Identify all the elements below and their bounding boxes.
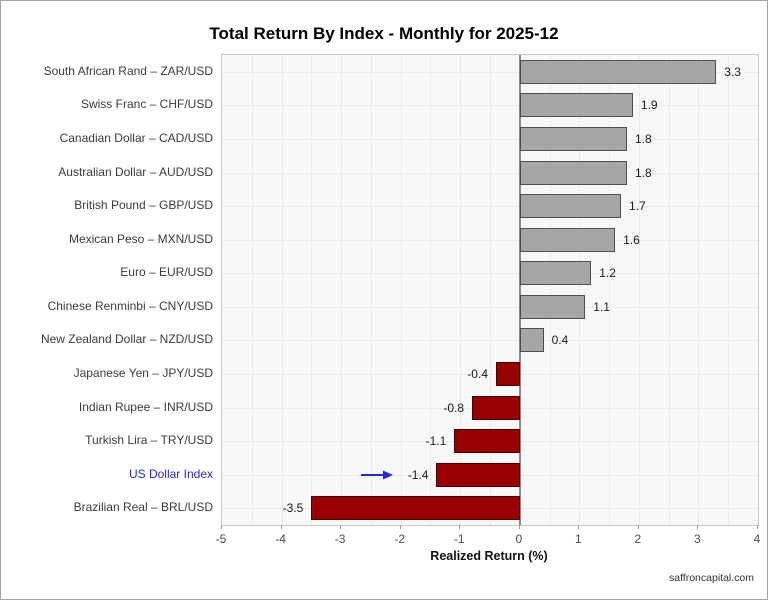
x-tick-label: -4 (275, 532, 286, 546)
gridline-horizontal (222, 340, 758, 342)
x-tick-mark (340, 525, 342, 529)
bar-value-label: 1.8 (635, 131, 652, 146)
category-label: Australian Dollar – AUD/USD (58, 164, 213, 179)
bar-value-label: 0.4 (551, 333, 569, 348)
gridline-vertical (638, 55, 640, 525)
gridline-vertical (311, 55, 313, 525)
chart-title: Total Return By Index - Monthly for 2025… (209, 24, 559, 43)
bar-value-label: 1.8 (635, 165, 652, 180)
category-label: British Pound – GBP/USD (74, 198, 213, 213)
gridline-vertical (460, 55, 462, 525)
bar (519, 160, 627, 185)
bar-value-label: 1.1 (593, 299, 610, 314)
category-label: Turkish Lira – TRY/USD (85, 433, 213, 448)
gridline-vertical (579, 55, 581, 525)
highlight-arrow-icon (360, 468, 394, 486)
category-label: Indian Rupee – INR/USD (78, 399, 213, 414)
bar (519, 93, 633, 118)
bar-value-label: -0.8 (443, 400, 465, 415)
bar (472, 395, 520, 420)
x-tick-label: -5 (215, 532, 227, 546)
x-tick-label: 1 (574, 532, 582, 546)
x-tick-label: 0 (515, 532, 523, 546)
gridline-horizontal (222, 71, 758, 73)
x-axis-title: Realized Return (%) (430, 549, 548, 563)
category-label: Japanese Yen – JPY/USD (73, 365, 213, 380)
gridline-horizontal (222, 206, 758, 208)
gridline-vertical (728, 55, 730, 525)
gridline-horizontal (222, 239, 758, 241)
x-tick-label: -3 (334, 532, 346, 546)
category-label: Mexican Peso – MXN/USD (68, 231, 213, 246)
gridline-horizontal (222, 172, 758, 174)
bar (519, 328, 544, 353)
x-tick-mark (221, 525, 222, 529)
x-tick-mark (399, 525, 401, 529)
gridline-vertical (549, 55, 551, 525)
gridline-horizontal (222, 373, 758, 375)
category-label: South African Rand – ZAR/USD (43, 63, 213, 78)
x-tick-mark (757, 525, 758, 529)
bar-value-label: 1.9 (640, 98, 658, 113)
gridline-vertical (609, 55, 611, 525)
bar (519, 126, 627, 151)
bar (519, 294, 586, 319)
bar-value-label: 1.6 (623, 232, 640, 247)
bar (496, 361, 520, 386)
x-tick-mark (637, 525, 639, 529)
gridline-vertical (370, 55, 372, 525)
gridline-vertical (490, 55, 491, 525)
plot-area: 3.3 1.9 1.8 1.8 1.7 1.6 1.2 1.1 0.4 -0.4 -0.8 -1.1 -… (221, 54, 759, 526)
x-tick-label: -2 (394, 532, 406, 546)
gridline-vertical (251, 55, 253, 525)
x-tick-mark (578, 525, 580, 529)
bar (436, 462, 520, 487)
x-tick-mark (280, 525, 282, 529)
gridline-horizontal (222, 273, 758, 275)
x-tick-mark (459, 525, 461, 529)
bar (519, 59, 717, 84)
gridline-horizontal (222, 306, 758, 308)
x-tick-mark (518, 525, 520, 529)
gridline-vertical (698, 55, 700, 525)
category-label: New Zealand Dollar – NZD/USD (40, 332, 213, 347)
gridline-vertical (341, 55, 343, 525)
bar (519, 227, 616, 252)
category-label: US Dollar Index (128, 466, 213, 481)
gridline-horizontal (222, 138, 758, 140)
gridline-vertical (281, 55, 283, 525)
bar-value-label: -3.5 (282, 501, 304, 516)
gridline-horizontal (222, 105, 758, 107)
bar (519, 261, 592, 286)
category-label: Canadian Dollar – CAD/USD (59, 130, 213, 145)
x-tick-label: 2 (634, 532, 642, 546)
gridline-vertical (430, 55, 432, 525)
category-label: Swiss Franc – CHF/USD (80, 97, 213, 112)
bar (311, 496, 520, 521)
bar-value-label: -1.1 (425, 434, 447, 449)
bar-value-label: -1.4 (407, 467, 429, 482)
gridline-vertical (400, 55, 402, 525)
gridline-vertical (668, 55, 670, 525)
footer-watermark: saffroncapital.com (668, 572, 754, 584)
bar-value-label: 1.2 (599, 266, 616, 281)
bar-value-label: 1.7 (629, 199, 646, 214)
category-label: Brazilian Real – BRL/USD (73, 500, 213, 515)
x-tick-label: 4 (753, 532, 761, 546)
x-tick-label: 3 (694, 532, 701, 546)
category-label: Chinese Renminbi – CNY/USD (47, 298, 213, 313)
bar (454, 429, 520, 454)
x-tick-mark (697, 525, 699, 529)
bar (519, 194, 621, 219)
zero-axis-line (518, 55, 521, 525)
bar-value-label: 3.3 (724, 64, 741, 79)
bar-value-label: -0.4 (467, 366, 488, 381)
category-label: Euro – EUR/USD (120, 265, 213, 280)
x-tick-label: -1 (453, 532, 465, 546)
